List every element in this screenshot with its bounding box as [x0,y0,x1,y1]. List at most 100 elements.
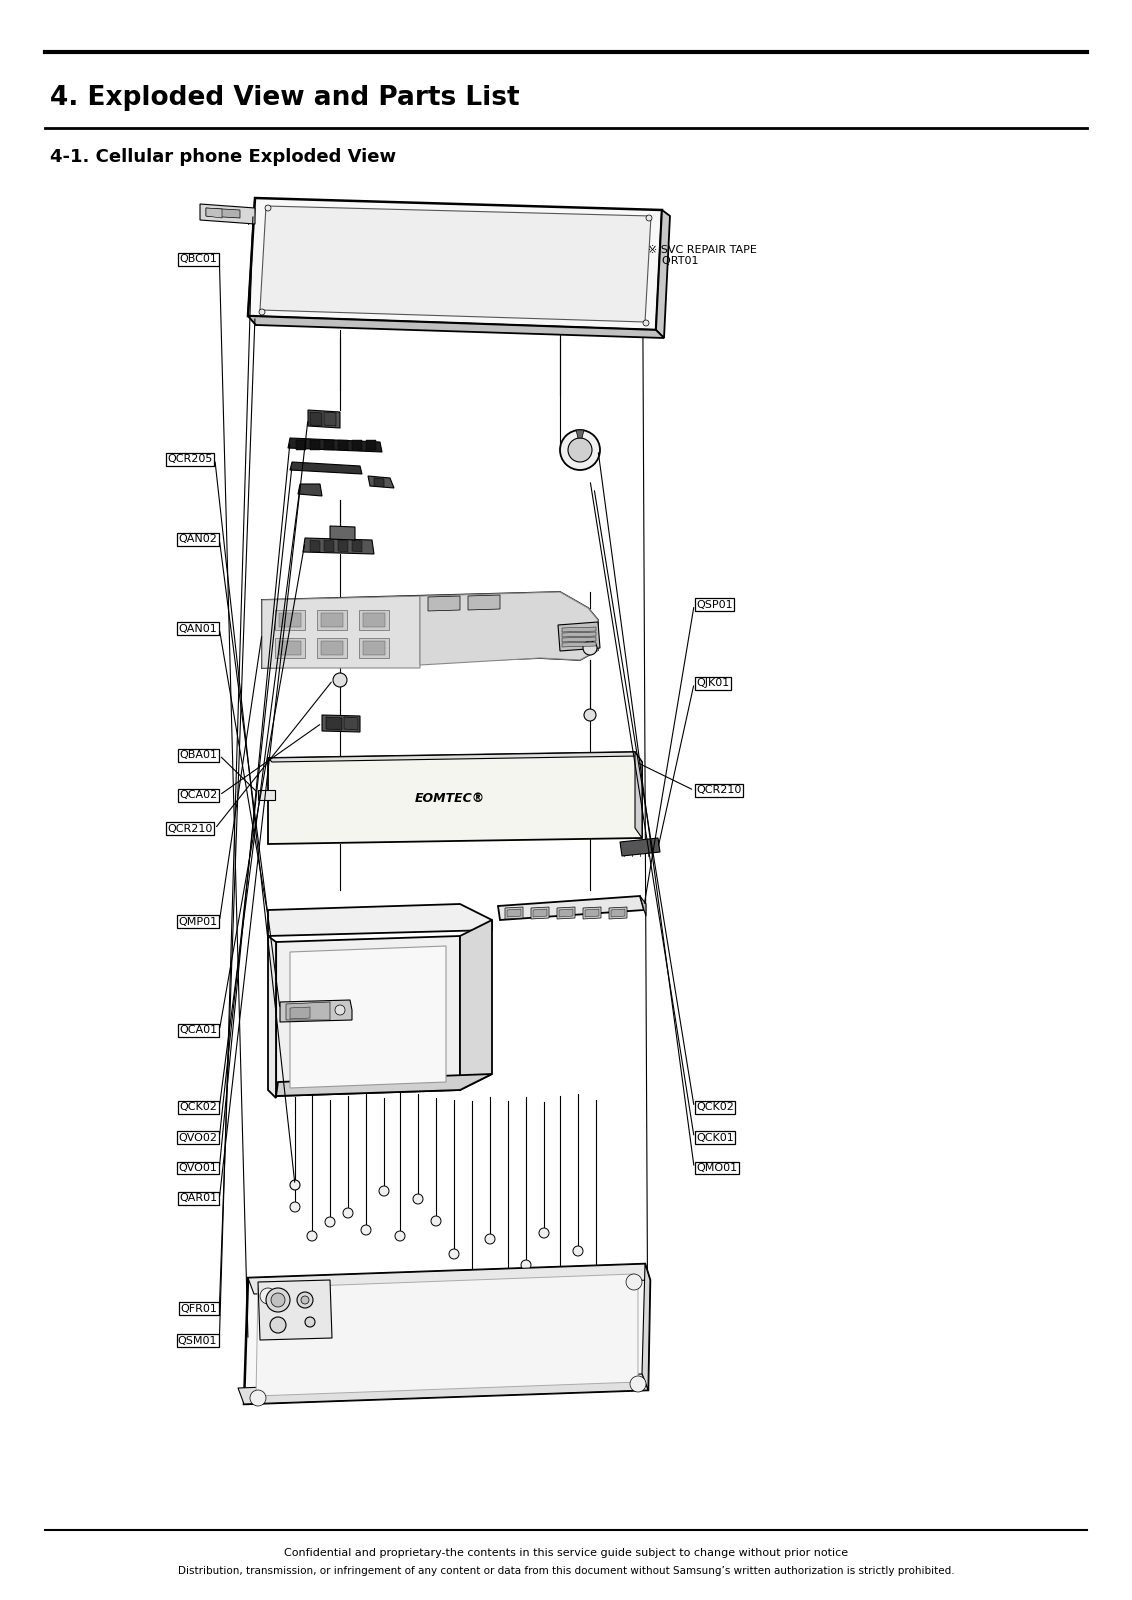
Polygon shape [561,627,597,632]
Circle shape [379,1187,389,1197]
Polygon shape [561,642,597,646]
Circle shape [591,1274,601,1283]
Polygon shape [286,1002,331,1021]
Polygon shape [200,203,255,224]
Text: QSM01: QSM01 [178,1336,217,1346]
Polygon shape [238,1374,648,1405]
Polygon shape [561,632,597,637]
Polygon shape [276,1074,492,1096]
Text: 4. Exploded View and Parts List: 4. Exploded View and Parts List [50,85,520,110]
Polygon shape [303,538,374,554]
Polygon shape [245,1264,650,1405]
Circle shape [539,1219,549,1229]
Polygon shape [326,717,342,730]
Polygon shape [317,610,348,630]
Polygon shape [206,208,222,218]
Polygon shape [276,936,460,1096]
Text: QBC01: QBC01 [180,254,217,264]
Polygon shape [428,595,460,611]
Polygon shape [261,592,598,669]
Polygon shape [258,1280,332,1341]
Polygon shape [290,1006,310,1019]
Circle shape [583,642,597,654]
Polygon shape [559,909,573,917]
Polygon shape [280,1000,352,1022]
Circle shape [560,430,600,470]
Polygon shape [533,909,547,917]
Circle shape [584,709,597,722]
Circle shape [305,1317,315,1326]
Polygon shape [275,638,305,658]
Text: QCA02: QCA02 [179,790,217,800]
Text: QMP01: QMP01 [178,917,217,926]
Circle shape [573,1219,583,1230]
Polygon shape [611,909,625,917]
Polygon shape [261,595,420,669]
Circle shape [413,1254,423,1264]
Polygon shape [620,838,660,856]
Polygon shape [359,638,389,658]
Text: QCA01: QCA01 [179,1026,217,1035]
Polygon shape [321,642,343,654]
Polygon shape [359,610,389,630]
Circle shape [626,1274,642,1290]
Circle shape [431,1275,441,1285]
Circle shape [333,674,348,686]
Polygon shape [268,752,638,762]
Polygon shape [275,610,305,630]
Polygon shape [321,715,360,733]
Polygon shape [561,637,597,642]
Polygon shape [498,896,644,920]
Circle shape [568,438,592,462]
Polygon shape [642,1264,650,1390]
Text: QAN01: QAN01 [179,624,217,634]
Circle shape [503,1234,513,1245]
Polygon shape [290,462,362,474]
Circle shape [271,1317,286,1333]
Polygon shape [363,613,385,627]
Polygon shape [268,936,276,1098]
Circle shape [259,309,265,315]
Circle shape [361,1210,371,1219]
Polygon shape [531,907,549,918]
Polygon shape [640,896,646,915]
Polygon shape [206,208,240,218]
Polygon shape [268,904,492,936]
Polygon shape [338,440,348,450]
Text: QCK02: QCK02 [696,1102,734,1112]
Circle shape [449,1210,458,1219]
Polygon shape [366,440,376,450]
Polygon shape [374,478,384,486]
Polygon shape [298,483,321,496]
Polygon shape [317,638,348,658]
Polygon shape [248,317,664,338]
Polygon shape [278,613,301,627]
Polygon shape [278,642,301,654]
Text: QVO02: QVO02 [179,1133,217,1142]
Polygon shape [609,907,627,918]
Circle shape [555,1229,565,1238]
Text: EOMTEC®: EOMTEC® [414,792,486,805]
Polygon shape [344,717,358,730]
Circle shape [395,1245,405,1254]
Circle shape [335,1005,345,1014]
Polygon shape [331,526,355,541]
Text: QVO01: QVO01 [179,1163,217,1173]
Polygon shape [324,411,336,426]
Polygon shape [583,907,601,918]
Polygon shape [321,613,343,627]
Text: QCK02: QCK02 [180,1102,217,1112]
Polygon shape [256,1274,638,1395]
Circle shape [301,1296,309,1304]
Polygon shape [268,752,642,845]
Polygon shape [248,198,662,330]
Polygon shape [324,541,334,552]
Polygon shape [576,430,584,438]
Text: QCK01: QCK01 [696,1133,734,1142]
Circle shape [631,1376,646,1392]
Polygon shape [308,410,340,427]
Polygon shape [460,920,492,1090]
Polygon shape [420,592,598,666]
Polygon shape [657,210,670,338]
Text: QCR210: QCR210 [168,824,213,834]
